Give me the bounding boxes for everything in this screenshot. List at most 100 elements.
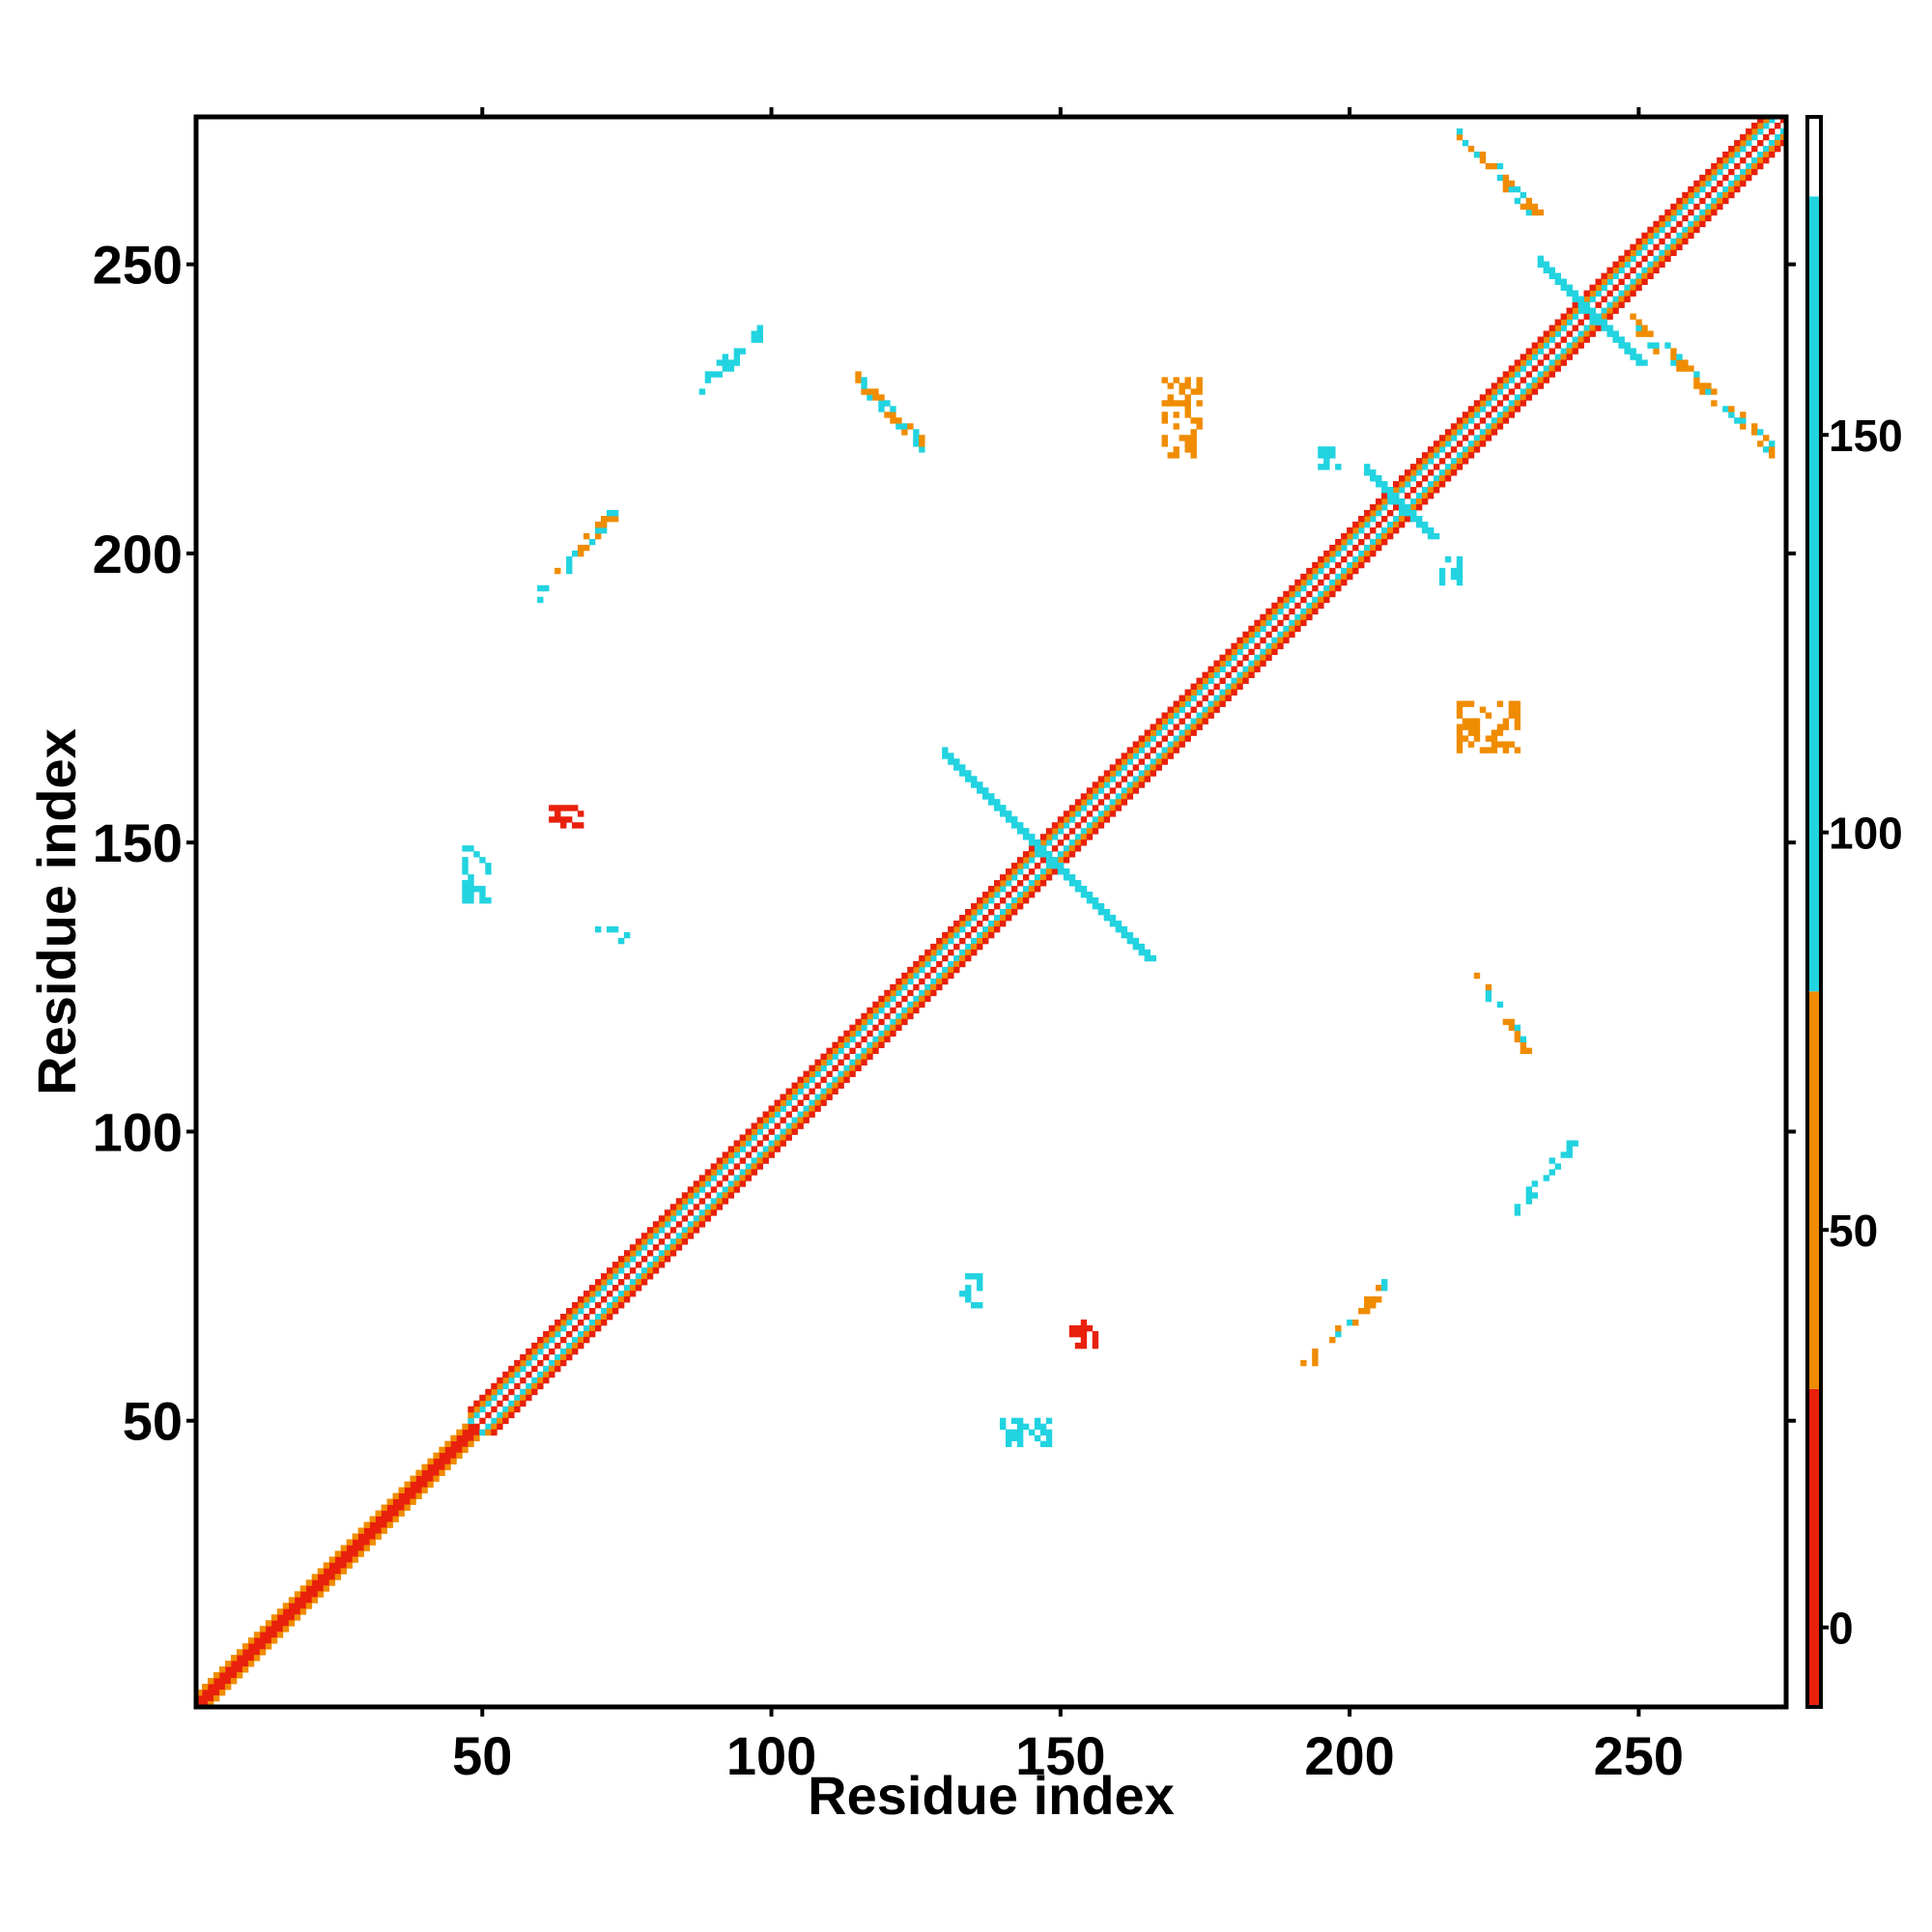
heatmap-cell: [1659, 255, 1665, 263]
heatmap-cell: [843, 1030, 850, 1037]
heatmap-cell: [1387, 510, 1394, 517]
heatmap-cell: [1364, 1308, 1371, 1315]
heatmap-cell: [681, 1238, 689, 1245]
heatmap-cell: [1115, 805, 1122, 811]
heatmap-cell: [1150, 758, 1156, 765]
heatmap-cell: [1352, 555, 1359, 563]
heatmap-cell: [635, 1285, 642, 1292]
heatmap-cell: [959, 914, 966, 922]
heatmap-cell: [462, 897, 469, 904]
heatmap-cell: [1775, 133, 1781, 141]
heatmap-cell: [1595, 325, 1602, 331]
heatmap-cell: [1548, 336, 1555, 343]
heatmap-cell: [502, 1377, 509, 1384]
heatmap-cell: [872, 1041, 879, 1049]
heatmap-cell: [1525, 203, 1533, 211]
heatmap-cell: [1190, 689, 1197, 696]
heatmap-cell: [924, 949, 931, 956]
heatmap-cell: [1647, 272, 1654, 279]
heatmap-cell: [1548, 1157, 1555, 1164]
heatmap-cell: [1769, 117, 1776, 124]
heatmap-cell: [1138, 949, 1146, 956]
heatmap-cell: [1566, 319, 1573, 326]
heatmap-cell: [872, 1036, 879, 1043]
heatmap-cell: [1074, 834, 1082, 840]
heatmap-cell: [1010, 874, 1018, 881]
heatmap-cell: [698, 1198, 706, 1205]
heatmap-cell: [733, 359, 741, 366]
heatmap-cell: [363, 1527, 370, 1534]
heatmap-cell: [1115, 770, 1122, 777]
heatmap-cell: [826, 1070, 833, 1077]
heatmap-cell: [1364, 469, 1371, 476]
heatmap-cell: [895, 1001, 902, 1009]
heatmap-cell: [855, 371, 862, 378]
heatmap-cell: [1138, 943, 1146, 951]
heatmap-cell: [809, 1065, 815, 1071]
heatmap-cell: [930, 966, 937, 974]
heatmap-cell: [213, 1678, 220, 1685]
heatmap-cell: [1080, 834, 1088, 840]
x-axis-ticks: 50 100 150 200 250: [452, 107, 1684, 1786]
heatmap-cell: [1167, 712, 1174, 719]
heatmap-cell: [1225, 654, 1232, 662]
heatmap-cell: [1491, 423, 1498, 430]
heatmap-cell: [1347, 550, 1353, 557]
heatmap-cell: [439, 1452, 445, 1460]
heatmap-cell: [253, 1637, 261, 1644]
heatmap-cell: [1612, 284, 1619, 291]
heatmap-cell: [838, 1059, 844, 1066]
heatmap-cell: [867, 1012, 873, 1020]
heatmap-cell: [948, 753, 954, 759]
heatmap-cell: [1109, 799, 1117, 806]
heatmap-cell: [468, 1423, 474, 1431]
heatmap-cell: [1074, 839, 1082, 846]
heatmap-cell: [288, 1608, 296, 1615]
heatmap-cell: [502, 1411, 509, 1419]
heatmap-cell: [884, 412, 891, 418]
heatmap-cell: [1132, 764, 1140, 771]
heatmap-cell: [508, 1406, 515, 1413]
heatmap-cell: [1167, 706, 1174, 713]
heatmap-cell: [1364, 510, 1371, 517]
heatmap-cell: [589, 1285, 596, 1292]
heatmap-cell: [1196, 423, 1203, 430]
heatmap-cell: [1409, 504, 1417, 511]
heatmap-cell: [1485, 712, 1492, 719]
heatmap-cell: [820, 1099, 827, 1106]
heatmap-cell: [410, 1492, 416, 1499]
heatmap-cell: [675, 1209, 683, 1216]
heatmap-cell: [1392, 487, 1400, 494]
heatmap-cell: [1444, 440, 1452, 447]
heatmap-cell: [1520, 1047, 1527, 1055]
heatmap-cell: [1491, 735, 1498, 742]
heatmap-cell: [1624, 261, 1631, 269]
colorbar-segment: [1807, 196, 1821, 992]
heatmap-cell: [727, 1157, 735, 1164]
heatmap-cell: [611, 1262, 619, 1268]
heatmap-cell: [340, 1550, 348, 1557]
heatmap-cell: [890, 1007, 896, 1014]
heatmap-cell: [1409, 464, 1417, 470]
heatmap-cell: [1554, 272, 1561, 279]
heatmap-cell: [1630, 290, 1636, 297]
heatmap-cell: [1467, 440, 1475, 447]
heatmap-cell: [1271, 637, 1278, 644]
heatmap-cell: [578, 1308, 584, 1315]
heatmap-cell: [1347, 526, 1353, 534]
heatmap-cell: [1184, 689, 1191, 696]
heatmap-cell: [1525, 388, 1533, 395]
heatmap-cell: [913, 1007, 920, 1014]
heatmap-cell: [884, 1024, 891, 1032]
heatmap-cell: [1769, 151, 1776, 158]
heatmap-cell: [1502, 406, 1510, 412]
heatmap-cell: [936, 960, 943, 968]
heatmap-cell: [479, 1417, 486, 1425]
heatmap-cell: [1624, 348, 1631, 355]
heatmap-cell: [629, 1279, 637, 1286]
heatmap-cell: [1219, 695, 1226, 701]
heatmap-cell: [1109, 805, 1117, 811]
x-tick-label: 150: [1015, 1725, 1105, 1786]
heatmap-cell: [583, 1302, 590, 1309]
heatmap-cell: [485, 897, 492, 904]
